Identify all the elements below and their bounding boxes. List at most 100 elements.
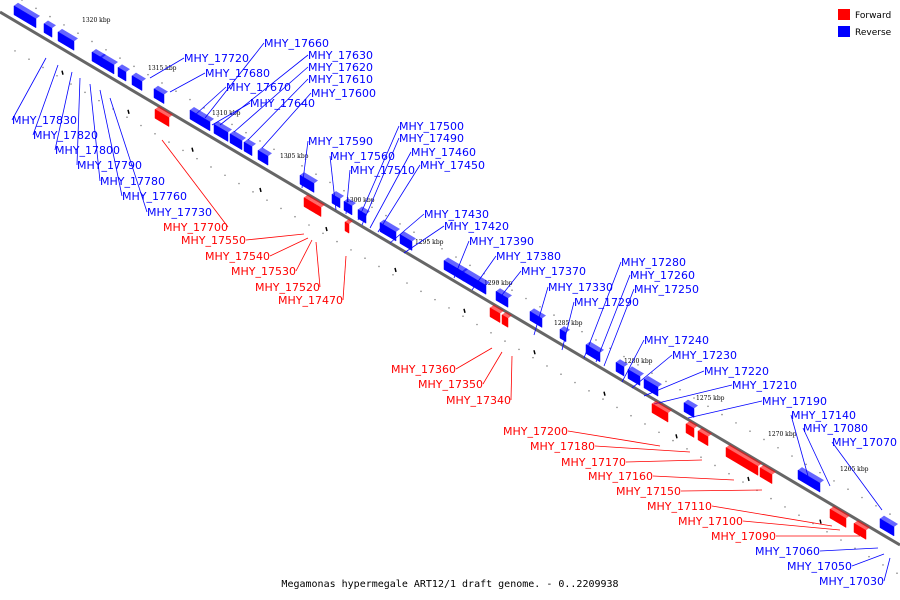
track-dot — [686, 448, 688, 450]
reverse-gene-label: MHY_17370 — [521, 265, 586, 278]
track-dot — [889, 513, 891, 515]
forward-gene-leader — [594, 445, 691, 453]
track-dot — [840, 539, 842, 541]
forward-gene-label: MHY_17200 — [503, 425, 568, 438]
track-dot — [21, 0, 23, 1]
track-dot — [441, 247, 443, 250]
forward-gene-leader — [652, 475, 735, 481]
reverse-gene-label: MHY_17630 — [308, 49, 373, 62]
forward-gene-block — [344, 218, 353, 234]
forward-gene-label: MHY_17180 — [530, 440, 595, 453]
kbp-tick-mark — [61, 70, 64, 75]
reverse-gene-label: MHY_17800 — [55, 144, 120, 157]
reverse-gene-label: MHY_17380 — [496, 250, 561, 263]
reverse-gene-leader — [369, 151, 412, 229]
track-dot — [791, 455, 793, 457]
track-dot — [637, 364, 639, 366]
reverse-gene-block — [257, 147, 272, 166]
track-dot — [476, 323, 478, 326]
reverse-gene-block — [331, 191, 344, 209]
track-dot — [294, 215, 296, 218]
track-dot — [42, 66, 44, 69]
figure-caption: Megamonas hypermegale ART12/1 draft geno… — [281, 579, 618, 590]
forward-gene-leader — [711, 505, 833, 527]
track-dot — [875, 504, 877, 507]
forward-gene-label: MHY_17530 — [231, 265, 296, 278]
forward-gene-label: MHY_17090 — [711, 530, 776, 543]
track-dot — [147, 73, 149, 76]
forward-gene-label: MHY_17340 — [446, 394, 511, 407]
track-dot — [217, 115, 219, 117]
track-dot — [630, 414, 632, 417]
track-dot — [574, 381, 576, 384]
reverse-gene-label: MHY_17760 — [122, 190, 187, 203]
track-dot — [868, 555, 870, 558]
track-dot — [462, 315, 464, 317]
reverse-gene-block — [57, 28, 78, 51]
track-dot — [525, 297, 527, 300]
forward-gene-leader — [455, 347, 493, 370]
reverse-gene-leader — [233, 66, 309, 133]
reverse-gene-label: MHY_17080 — [803, 422, 868, 435]
track-dot — [56, 74, 58, 77]
reverse-gene-block — [117, 64, 130, 82]
kbp-tick-label: 1280 kbp — [624, 358, 653, 365]
genome-axis — [0, 10, 900, 547]
track-dot — [469, 264, 471, 267]
reverse-gene-leader — [261, 92, 312, 149]
track-dot — [735, 422, 737, 424]
track-dot — [616, 406, 618, 409]
track-dot — [350, 249, 352, 251]
track-dot — [553, 314, 555, 316]
track-dot — [126, 116, 128, 119]
track-dot — [161, 82, 163, 84]
track-dot — [189, 98, 191, 101]
track-dot — [280, 207, 282, 210]
forward-gene-label: MHY_17520 — [255, 281, 320, 294]
reverse-gene-leader — [687, 400, 763, 419]
reverse-gene-label: MHY_17670 — [226, 81, 291, 94]
forward-gene-leader — [315, 241, 321, 288]
reverse-gene-label: MHY_17590 — [308, 135, 373, 148]
track-dot — [546, 365, 548, 367]
reverse-gene-block — [213, 121, 232, 142]
reverse-gene-label: MHY_17610 — [308, 73, 373, 86]
track-dot — [490, 331, 492, 334]
reverse-gene-block — [529, 308, 546, 328]
reverse-gene-block — [615, 359, 628, 377]
forward-gene-label: MHY_17540 — [205, 250, 270, 263]
track-dot — [259, 140, 261, 142]
kbp-tick-mark — [127, 109, 130, 114]
reverse-gene-block — [627, 366, 644, 386]
track-dot — [364, 257, 366, 259]
reverse-gene-leader — [851, 553, 885, 567]
reverse-gene-block — [797, 467, 824, 493]
kbp-tick-mark — [533, 350, 536, 355]
reverse-gene-label: MHY_17260 — [630, 269, 695, 282]
track-dot — [210, 166, 212, 168]
track-dot — [707, 405, 709, 408]
forward-gene-leader — [295, 239, 313, 272]
reverse-gene-label: MHY_17620 — [308, 61, 373, 74]
reverse-gene-label: MHY_17280 — [621, 256, 686, 269]
track-dot — [728, 472, 730, 475]
reverse-gene-leader — [149, 57, 185, 79]
kbp-tick-label: 1270 kbp — [768, 431, 797, 438]
forward-gene-block — [489, 304, 504, 324]
reverse-gene-block — [379, 219, 400, 242]
track-dot — [14, 50, 16, 52]
kbp-tick-label: 1295 kbp — [415, 239, 444, 246]
forward-gene-block — [829, 506, 850, 528]
forward-gene-label: MHY_17160 — [588, 470, 653, 483]
reverse-gene-label: MHY_17190 — [762, 395, 827, 408]
forward-gene-block — [303, 194, 314, 211]
legend: Forward Reverse — [838, 9, 892, 38]
forward-gene-leader — [342, 255, 347, 301]
reverse-gene-leader — [802, 427, 831, 487]
reverse-gene-leader — [219, 54, 309, 126]
reverse-gene-label: MHY_17450 — [420, 159, 485, 172]
reverse-gene-block — [299, 172, 318, 193]
kbp-tick-label: 1300 kbp — [346, 197, 375, 204]
forward-gene-label: MHY_17150 — [616, 485, 681, 498]
track-dot — [833, 480, 835, 482]
